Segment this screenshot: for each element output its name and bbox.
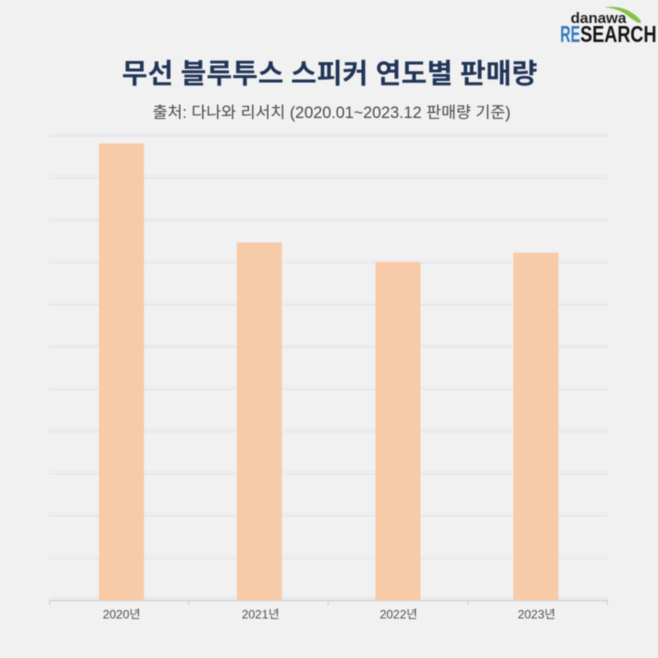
svg-text:RE: RE xyxy=(560,21,580,47)
svg-text:): ) xyxy=(505,104,510,122)
svg-text::: : xyxy=(182,104,191,122)
svg-text:2020: 2020 xyxy=(103,607,130,621)
svg-text:danawa: danawa xyxy=(571,10,627,27)
svg-text:2021: 2021 xyxy=(242,607,269,621)
svg-text:2023: 2023 xyxy=(518,607,545,621)
svg-text:SEARCH: SEARCH xyxy=(580,21,656,47)
svg-text:(2020.01~2023.12: (2020.01~2023.12 xyxy=(285,104,426,122)
svg-text:2022: 2022 xyxy=(380,607,407,621)
